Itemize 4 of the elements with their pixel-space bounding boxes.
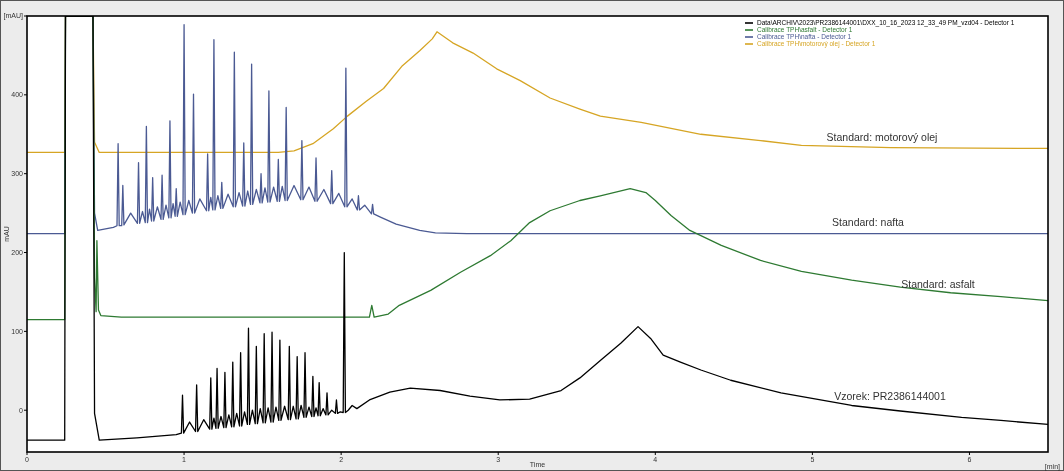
annotation: Standard: asfalt bbox=[901, 277, 975, 290]
annotation: Vzorek: PR2386144001 bbox=[834, 389, 946, 402]
annotation: Standard: nafta bbox=[832, 215, 905, 228]
annotation: Standard: motorový olej bbox=[826, 130, 938, 143]
